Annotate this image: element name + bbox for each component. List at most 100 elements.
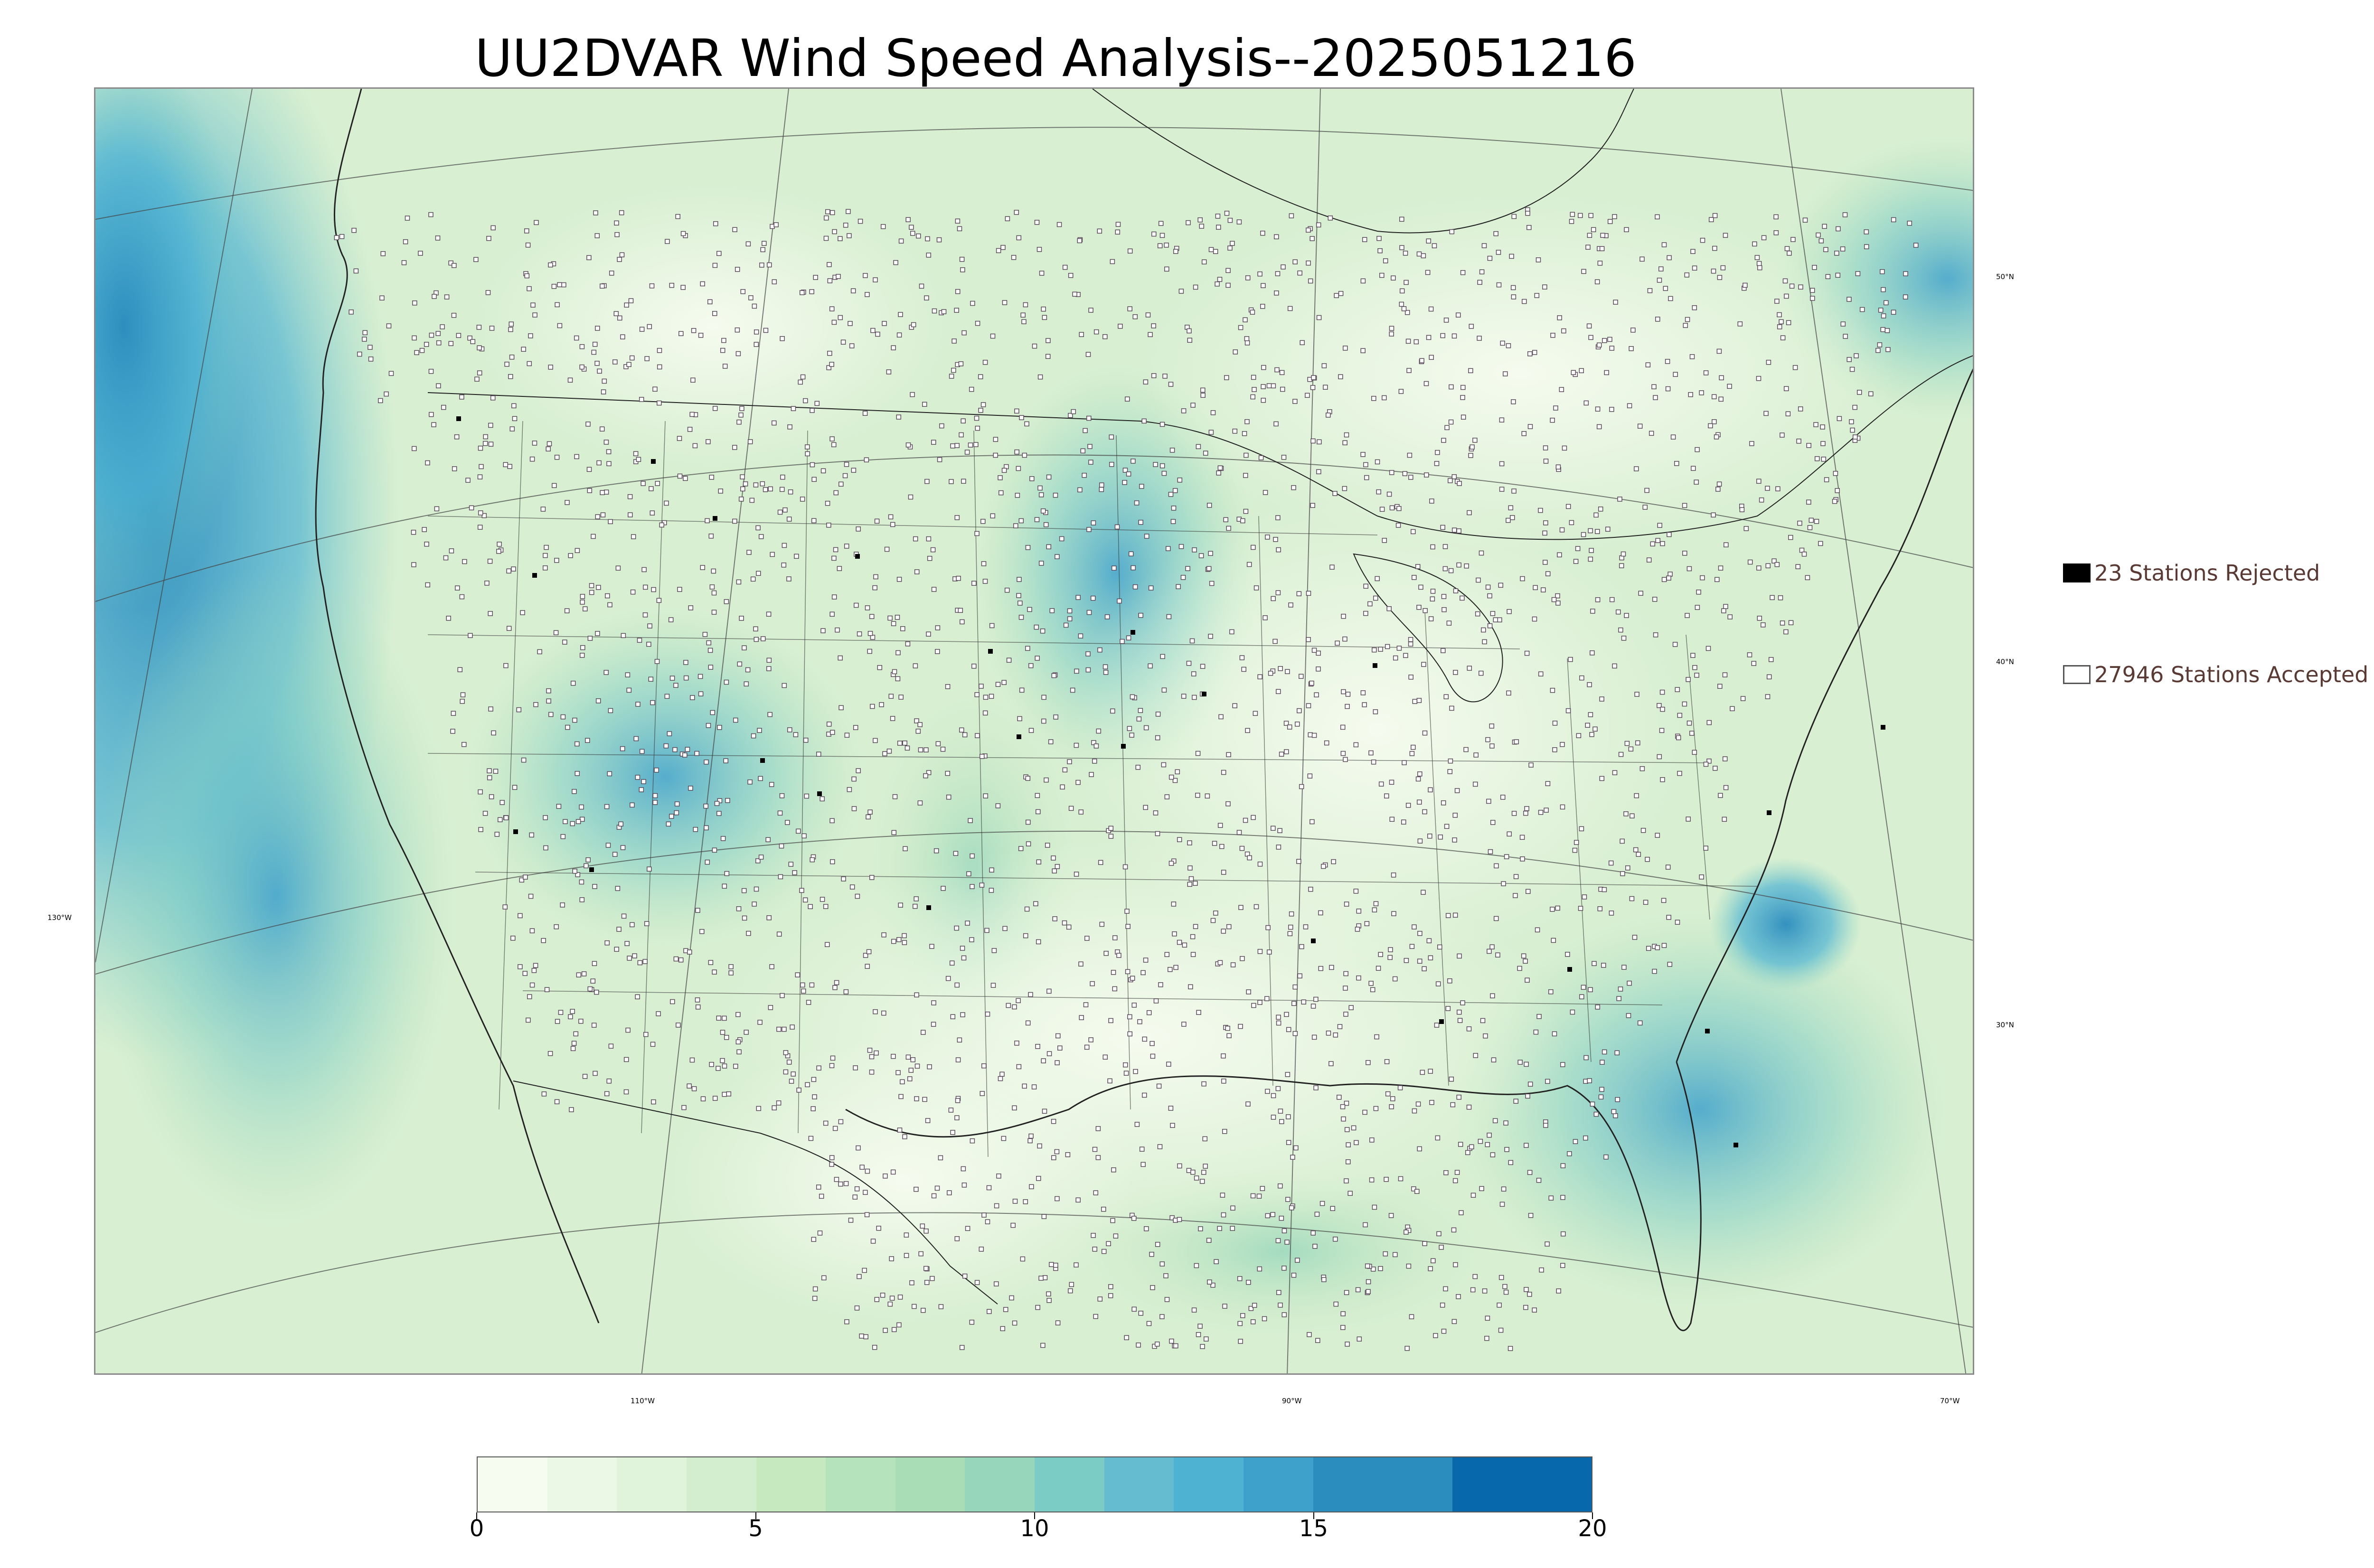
accepted-station-marker xyxy=(690,695,695,700)
accepted-station-marker xyxy=(503,663,509,668)
accepted-station-marker xyxy=(441,404,446,410)
accepted-station-marker xyxy=(1835,272,1841,278)
accepted-station-marker xyxy=(512,416,518,422)
accepted-station-marker xyxy=(1674,461,1679,466)
accepted-station-marker xyxy=(488,423,493,428)
accepted-station-marker xyxy=(1197,1324,1203,1329)
accepted-station-marker xyxy=(1106,1241,1111,1247)
accepted-station-marker xyxy=(1155,1242,1160,1247)
accepted-station-marker xyxy=(578,1018,584,1024)
accepted-station-marker xyxy=(511,566,516,572)
accepted-station-marker xyxy=(838,315,843,320)
accepted-station-marker xyxy=(1805,575,1810,581)
accepted-station-marker xyxy=(1864,229,1869,235)
accepted-station-marker xyxy=(1149,1251,1154,1257)
accepted-station-marker xyxy=(1607,219,1613,224)
accepted-station-marker xyxy=(462,559,467,564)
accepted-station-marker xyxy=(869,1054,875,1060)
accepted-station-marker xyxy=(1091,520,1096,526)
accepted-station-marker xyxy=(1511,811,1517,816)
accepted-station-marker xyxy=(1524,1061,1529,1067)
rejected-station-marker xyxy=(1567,967,1572,972)
accepted-station-marker xyxy=(1689,731,1695,736)
accepted-station-marker xyxy=(779,487,785,492)
accepted-station-marker xyxy=(1153,998,1159,1004)
accepted-station-marker xyxy=(1306,227,1311,233)
mexico-border xyxy=(513,1080,998,1305)
accepted-station-marker xyxy=(1373,709,1378,714)
accepted-station-marker xyxy=(736,1049,742,1055)
accepted-station-marker xyxy=(1377,248,1383,254)
accepted-station-marker xyxy=(1226,752,1231,757)
accepted-station-marker xyxy=(1273,537,1278,542)
accepted-station-marker xyxy=(893,260,898,265)
accepted-station-marker xyxy=(1170,1123,1175,1128)
accepted-station-marker xyxy=(1820,424,1825,430)
accepted-station-marker xyxy=(1278,1302,1283,1308)
accepted-station-marker xyxy=(1397,1085,1403,1090)
accepted-station-marker xyxy=(1843,334,1848,339)
colorbar-segment xyxy=(826,1457,895,1512)
accepted-station-marker xyxy=(1227,217,1233,223)
accepted-station-marker xyxy=(753,482,759,488)
accepted-station-marker xyxy=(735,1012,741,1017)
accepted-station-marker xyxy=(1221,770,1226,775)
accepted-station-marker xyxy=(958,608,963,613)
colorbar-tick xyxy=(1313,1512,1314,1519)
accepted-station-marker xyxy=(1555,905,1560,911)
accepted-station-marker xyxy=(1271,1093,1276,1099)
accepted-station-marker xyxy=(1443,318,1449,323)
accepted-station-marker xyxy=(1155,712,1161,717)
accepted-station-marker xyxy=(712,847,717,853)
accepted-station-marker xyxy=(1412,924,1417,930)
accepted-station-marker xyxy=(892,669,897,675)
accepted-station-marker xyxy=(1310,385,1316,390)
accepted-station-marker xyxy=(1456,312,1461,318)
accepted-station-marker xyxy=(1077,487,1083,493)
accepted-station-marker xyxy=(1251,1003,1256,1008)
accepted-station-marker xyxy=(1449,1076,1454,1082)
accepted-station-marker xyxy=(1224,210,1230,216)
accepted-station-marker xyxy=(905,217,911,222)
accepted-station-marker xyxy=(1190,1169,1196,1175)
accepted-station-marker xyxy=(1173,249,1178,254)
accepted-station-marker xyxy=(1103,950,1109,956)
accepted-station-marker xyxy=(1677,770,1682,776)
accepted-station-marker xyxy=(1467,666,1472,671)
accepted-station-marker xyxy=(1289,1205,1294,1211)
accepted-station-marker xyxy=(1316,650,1321,656)
accepted-station-marker xyxy=(846,209,851,214)
accepted-station-marker xyxy=(1171,901,1177,907)
accepted-station-marker xyxy=(1068,1288,1073,1294)
accepted-station-marker xyxy=(1150,1285,1155,1290)
accepted-station-marker xyxy=(564,608,570,613)
accepted-station-marker xyxy=(940,746,946,752)
accepted-station-marker xyxy=(896,577,902,582)
accepted-station-marker xyxy=(935,741,941,746)
accepted-station-marker xyxy=(1001,680,1007,685)
accepted-station-marker xyxy=(1037,374,1043,380)
accepted-station-marker xyxy=(1458,1142,1463,1147)
accepted-station-marker xyxy=(1418,584,1423,590)
accepted-station-marker xyxy=(1694,673,1699,678)
accepted-station-marker xyxy=(487,768,492,773)
accepted-station-marker xyxy=(958,361,964,366)
accepted-station-marker xyxy=(1020,1256,1026,1262)
accepted-station-marker xyxy=(950,1130,955,1135)
accepted-station-marker xyxy=(1019,687,1025,693)
accepted-station-marker xyxy=(502,904,508,910)
accepted-station-marker xyxy=(1536,1014,1542,1019)
accepted-station-marker xyxy=(429,332,434,338)
accepted-station-marker xyxy=(1010,1222,1016,1228)
accepted-station-marker xyxy=(1041,1058,1046,1063)
accepted-station-marker xyxy=(1163,1273,1168,1278)
accepted-station-marker xyxy=(1667,532,1672,537)
accepted-station-marker xyxy=(1453,670,1458,675)
accepted-station-marker xyxy=(1318,966,1324,971)
accepted-station-marker xyxy=(1409,1314,1414,1319)
accepted-station-marker xyxy=(1430,589,1436,594)
accepted-station-marker xyxy=(1389,817,1395,822)
accepted-station-marker xyxy=(485,290,491,295)
accepted-station-marker xyxy=(1402,760,1407,765)
accepted-station-marker xyxy=(1187,882,1193,887)
